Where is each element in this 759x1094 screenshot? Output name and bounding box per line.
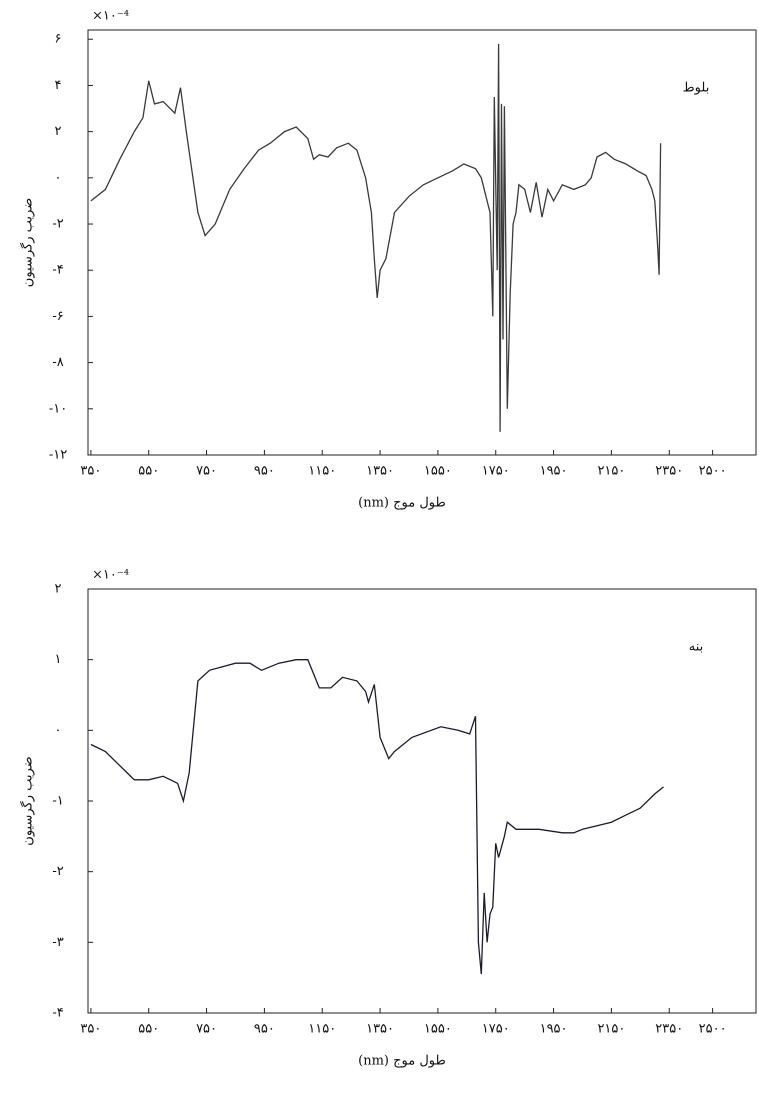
y-axis-label: ضریب رگرسیون	[20, 198, 36, 287]
annotation: بنه	[689, 640, 704, 655]
y-tick-label: -۱۰	[49, 401, 67, 416]
x-tick-label: ۲۳۵۰	[655, 464, 683, 479]
x-tick-label: ۲۱۵۰	[597, 1022, 625, 1037]
x-axis-label: طول موج (nm)	[358, 496, 446, 511]
x-tick-label: ۱۹۵۰	[540, 1022, 568, 1037]
y-tick-label: ۰	[55, 723, 62, 738]
x-tick-label: ۳۵۰	[80, 464, 101, 479]
x-tick-label: ۱۳۵۰	[366, 464, 394, 479]
y-tick-label: ۰	[55, 170, 62, 185]
x-tick-label: ۷۵۰	[196, 464, 217, 479]
plot-frame	[87, 588, 757, 1014]
annotation: بلوط	[683, 81, 710, 96]
y-tick-label: ۲	[55, 124, 62, 139]
y-tick-label: -۳	[52, 935, 63, 950]
y-tick-label: -۸	[52, 355, 63, 370]
x-tick-label: ۳۵۰	[80, 1022, 101, 1037]
x-tick-label: ۵۵۰	[138, 1022, 159, 1037]
x-axis-label: طول موج (nm)	[358, 1054, 446, 1069]
x-tick-label: ۲۵۰۰	[699, 1022, 727, 1037]
y-tick-label: -۱۲	[49, 448, 67, 463]
y-tick-label: -۱	[52, 794, 63, 809]
y-tick-label: -۴	[52, 263, 63, 278]
axis-multiplier: ×۱۰⁻⁴	[92, 568, 129, 583]
data-line	[90, 43, 662, 432]
x-tick-label: ۱۷۵۰	[482, 464, 510, 479]
y-tick-label: ۱	[55, 652, 62, 667]
x-tick-label: ۲۱۵۰	[597, 464, 625, 479]
axis-multiplier: ×۱۰⁻⁴	[92, 9, 129, 24]
x-tick-label: ۹۵۰	[254, 464, 275, 479]
x-tick-label: ۱۹۵۰	[540, 464, 568, 479]
y-axis-label: ضریب رگرسیون	[20, 756, 36, 845]
y-tick-label: -۲	[52, 217, 63, 232]
x-tick-label: ۱۵۵۰	[424, 464, 452, 479]
y-tick-label: ۲	[55, 582, 62, 597]
x-tick-label: ۲۳۵۰	[655, 1022, 683, 1037]
plot-frame	[87, 29, 757, 456]
x-tick-label: ۷۵۰	[196, 1022, 217, 1037]
x-tick-label: ۱۵۵۰	[424, 1022, 452, 1037]
y-tick-label: -۴	[52, 1006, 63, 1021]
x-tick-label: ۱۳۵۰	[366, 1022, 394, 1037]
x-tick-label: ۱۷۵۰	[482, 1022, 510, 1037]
x-tick-label: ۱۱۵۰	[308, 464, 336, 479]
x-tick-label: ۹۵۰	[254, 1022, 275, 1037]
x-tick-label: ۱۱۵۰	[308, 1022, 336, 1037]
data-line	[90, 659, 664, 975]
y-tick-label: ۴	[55, 78, 62, 93]
y-tick-label: -۶	[52, 309, 63, 324]
y-tick-label: ۶	[55, 32, 62, 47]
y-tick-label: -۲	[52, 864, 63, 879]
x-tick-label: ۲۵۰۰	[699, 464, 727, 479]
x-tick-label: ۵۵۰	[138, 464, 159, 479]
